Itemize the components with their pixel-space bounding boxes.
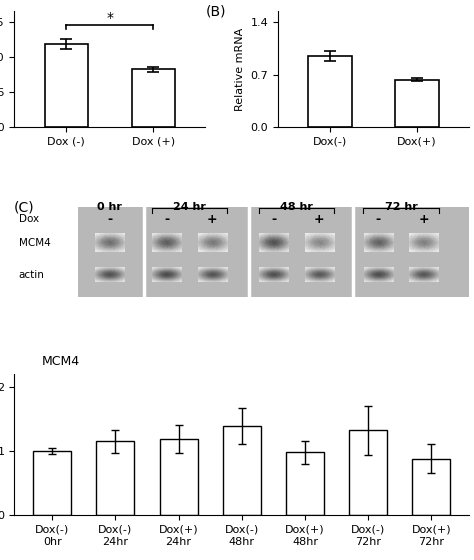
Bar [132,69,175,127]
Text: MCM4: MCM4 [19,238,51,248]
Bar [33,451,71,515]
Bar [96,441,134,515]
Text: +: + [419,213,429,226]
Text: -: - [376,213,381,226]
Text: (B): (B) [205,4,226,18]
Y-axis label: Relative mRNA: Relative mRNA [235,27,245,111]
Bar [309,56,352,127]
Bar [395,80,439,127]
Text: 48 hr: 48 hr [280,202,313,212]
Bar [286,452,324,515]
Text: MCM4: MCM4 [42,356,80,368]
Text: -: - [107,213,112,226]
Text: 72 hr: 72 hr [384,202,418,212]
Text: Dox: Dox [19,214,39,225]
Text: +: + [207,213,218,226]
Bar [78,207,469,297]
Text: 24 hr: 24 hr [173,202,206,212]
Text: (C): (C) [14,201,35,215]
Text: -: - [164,213,169,226]
Bar [160,440,198,515]
Text: *: * [106,11,113,25]
Bar [223,427,261,515]
Bar [45,44,88,127]
Text: 0 hr: 0 hr [97,202,122,212]
Text: -: - [271,213,276,226]
Text: +: + [314,213,324,226]
Bar [349,430,387,515]
Bar [412,459,450,515]
Text: actin: actin [19,270,45,280]
